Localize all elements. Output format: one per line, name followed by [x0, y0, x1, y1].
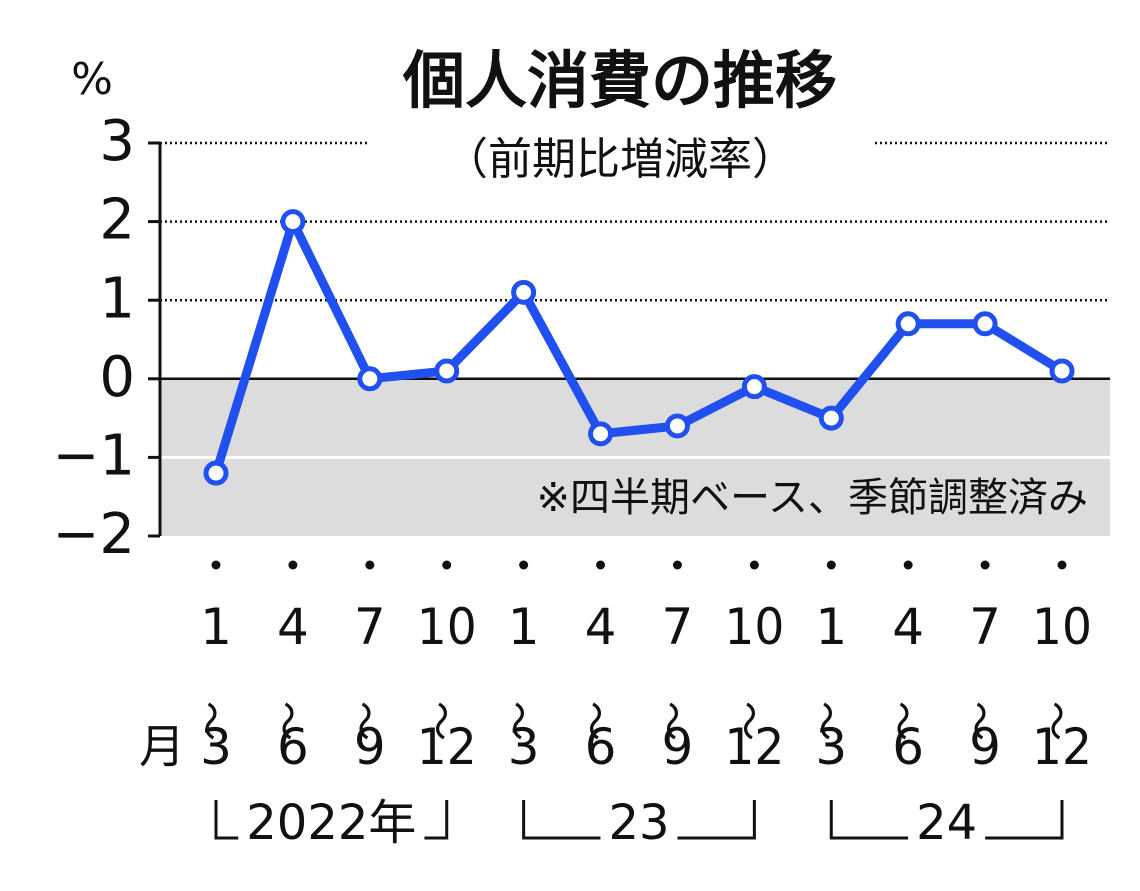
month-label: 月 — [139, 720, 185, 774]
category-dot — [1057, 560, 1067, 570]
category-dot — [903, 560, 913, 570]
data-point — [588, 421, 614, 447]
chart-title: 個人消費の推移 — [402, 44, 837, 117]
year-bracket — [829, 800, 909, 840]
x-tick-label: 7 ～9 — [340, 598, 386, 776]
series-line — [211, 217, 1065, 475]
y-tick-label: −2 — [52, 502, 135, 567]
category-dot — [980, 560, 990, 570]
x-tick-label: 10 ～12 — [1032, 598, 1092, 776]
x-tick-label: 7 ～9 — [647, 598, 693, 776]
note: ※四半期ベース、季節調整済み — [536, 475, 1088, 521]
x-tick-label: 10 ～12 — [417, 598, 477, 776]
x-tick-label: 1 ～3 — [801, 598, 847, 776]
data-point — [203, 460, 229, 486]
chart-subtitle: （前期比増減率） — [444, 134, 796, 185]
x-tick-label: 7 ～9 — [955, 598, 1001, 776]
year-label: 2022年 — [246, 795, 416, 851]
year-bracket — [522, 800, 601, 840]
year-bracket — [677, 800, 756, 840]
data-point — [511, 279, 537, 305]
category-dot — [442, 560, 452, 570]
subtitle-backdrop — [370, 125, 875, 195]
y-tick-label: −1 — [52, 424, 135, 489]
category-dot — [519, 560, 529, 570]
year-bracket — [985, 800, 1064, 840]
data-point — [741, 374, 767, 400]
category-dot — [672, 560, 682, 570]
y-tick-label: 1 — [99, 266, 135, 331]
category-dot — [288, 560, 298, 570]
category-dot — [596, 560, 606, 570]
y-unit: % — [71, 54, 113, 105]
x-tick-label: 4 ～6 — [263, 598, 309, 776]
category-dot — [211, 560, 221, 570]
category-dot — [365, 560, 375, 570]
x-tick-label: 10 ～12 — [724, 598, 784, 776]
year-bracket — [424, 800, 449, 840]
category-dot — [826, 560, 836, 570]
data-point — [280, 209, 306, 235]
data-point — [357, 366, 383, 392]
category-dot — [749, 560, 759, 570]
y-tick-label: 2 — [99, 188, 135, 253]
x-tick-label: 1 ～3 — [494, 598, 540, 776]
data-point — [664, 413, 690, 439]
data-point — [1049, 358, 1075, 384]
data-point — [434, 358, 460, 384]
data-point — [895, 311, 921, 337]
y-tick-label: 3 — [99, 109, 135, 174]
data-point — [972, 311, 998, 337]
x-tick-label: 4 ～6 — [571, 598, 617, 776]
year-label: 23 — [608, 795, 669, 851]
data-point — [818, 405, 844, 431]
x-tick-label: 4 ～6 — [878, 598, 924, 776]
y-tick-label: 0 — [99, 345, 135, 410]
year-label: 24 — [916, 795, 977, 851]
x-tick-label: 1 ～3 — [186, 598, 232, 776]
year-bracket — [214, 800, 239, 840]
